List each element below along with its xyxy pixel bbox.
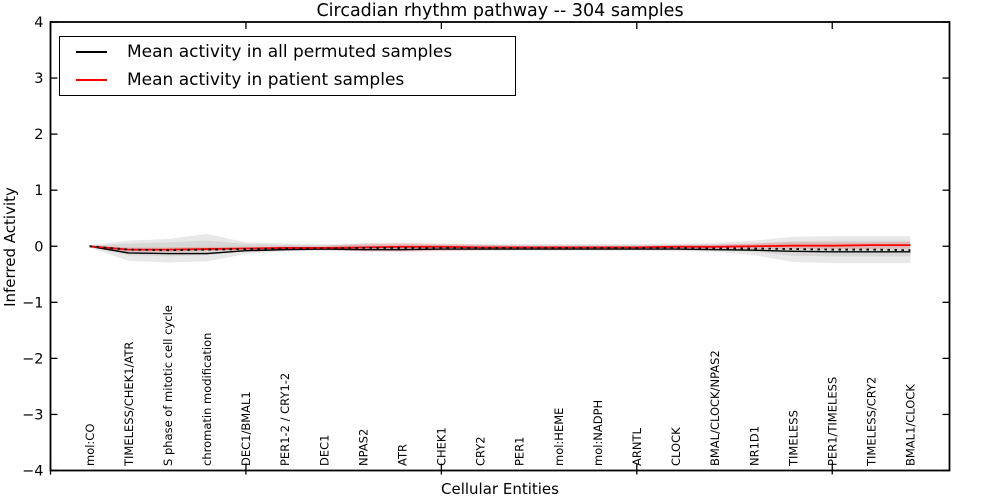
category-label: CRY2 (474, 436, 488, 466)
legend-patient-line-swatch (76, 79, 107, 82)
mean-activity-in-all-permuted-samples-line (89, 245, 911, 255)
category-label: TIMELESS/CHEK1/ATR (122, 342, 136, 467)
category-label: CHEK1 (435, 427, 449, 466)
category-label: DEC1 (317, 435, 331, 466)
y-tick-label: −3 (22, 407, 43, 423)
category-label: PER1-2 / CRY1-2 (278, 373, 292, 466)
category-label: chromatin modification (200, 333, 214, 466)
category-label: mol:CO (83, 424, 97, 466)
category-label: TIMELESS/CRY2 (865, 377, 879, 467)
category-label: DEC1/BMAL1 (239, 391, 253, 466)
y-tick-label: 3 (34, 71, 43, 87)
category-label: PER1 (513, 436, 527, 466)
category-label: CLOCK (669, 427, 683, 466)
y-tick-label: −1 (22, 295, 43, 311)
legend-entry-patient: Mean activity in patient samples (60, 67, 515, 94)
y-tick-label: 2 (34, 127, 43, 143)
legend-permuted-label: Mean activity in all permuted samples (127, 41, 453, 62)
category-label: mol:HEME (552, 408, 566, 466)
y-tick-label: −4 (22, 464, 43, 480)
category-label: BMAL/CLOCK/NPAS2 (708, 350, 722, 466)
legend: Mean activity in all permuted samples Me… (59, 36, 516, 96)
category-label: TIMELESS (786, 410, 800, 467)
category-label: NR1D1 (747, 426, 761, 466)
category-label: S phase of mitotic cell cycle (161, 305, 175, 466)
y-tick-label: −2 (22, 351, 43, 367)
category-label: BMAL1/CLOCK (904, 384, 918, 466)
chart-title: Circadian rhythm pathway -- 304 samples (316, 1, 684, 21)
category-label: mol:NADPH (591, 400, 605, 466)
y-tick-label: 1 (34, 183, 43, 199)
x-axis-label: Cellular Entities (441, 480, 559, 498)
y-tick-label: 0 (34, 239, 43, 255)
legend-entry-permuted: Mean activity in all permuted samples (60, 38, 515, 65)
y-axis-label: Inferred Activity (1, 187, 19, 307)
category-label: NPAS2 (356, 429, 370, 466)
y-tick-label: 4 (34, 15, 43, 31)
category-label: ARNTL (630, 428, 644, 466)
category-label: ATR (395, 444, 409, 466)
category-label: PER1/TIMELESS (825, 377, 839, 466)
legend-permuted-line-swatch (76, 50, 107, 53)
mean-activity-in-patient-samples-line (89, 244, 911, 251)
legend-patient-label: Mean activity in patient samples (127, 70, 405, 91)
